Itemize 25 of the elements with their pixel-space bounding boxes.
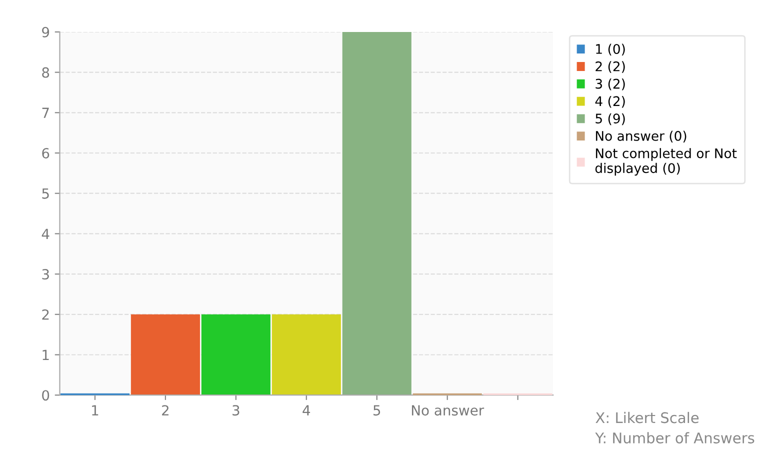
legend-label: 3 (2) bbox=[596, 78, 625, 90]
y-tick-label: 6 bbox=[42, 148, 50, 158]
legend-label: 4 (2) bbox=[595, 96, 625, 108]
y-tick-label: 4 bbox=[42, 228, 50, 239]
y-tick-label: 2 bbox=[42, 309, 49, 320]
x-tick-label: 5 bbox=[374, 405, 380, 416]
text: Y: Number of Answers bbox=[595, 432, 754, 444]
y-tick-label: 9 bbox=[42, 26, 50, 38]
x-tick-label: 3 bbox=[232, 405, 240, 416]
x-tick-label: No answer bbox=[412, 405, 484, 416]
y-tick-label: 3 bbox=[42, 269, 49, 280]
y-tick-label: 1 bbox=[42, 350, 49, 360]
y-tick-label: 8 bbox=[42, 67, 50, 78]
legend-label: 5 (9) bbox=[596, 113, 625, 126]
y-tick-label: 5 bbox=[42, 188, 49, 199]
x-tick-label: 1 bbox=[92, 405, 98, 416]
legend-label: No answer (0) bbox=[596, 130, 686, 142]
legend-label: 2 (2) bbox=[596, 61, 625, 73]
text: X: Likert Scale bbox=[596, 412, 699, 424]
y-tick-label: 7 bbox=[42, 108, 49, 118]
legend-label: 1 (0) bbox=[596, 44, 625, 56]
y-tick-label: 0 bbox=[42, 390, 50, 401]
legend-label: Not completed or Not displayed (0) bbox=[595, 148, 737, 176]
x-tick-label: 2 bbox=[162, 405, 168, 416]
x-tick-label: 4 bbox=[302, 405, 310, 416]
